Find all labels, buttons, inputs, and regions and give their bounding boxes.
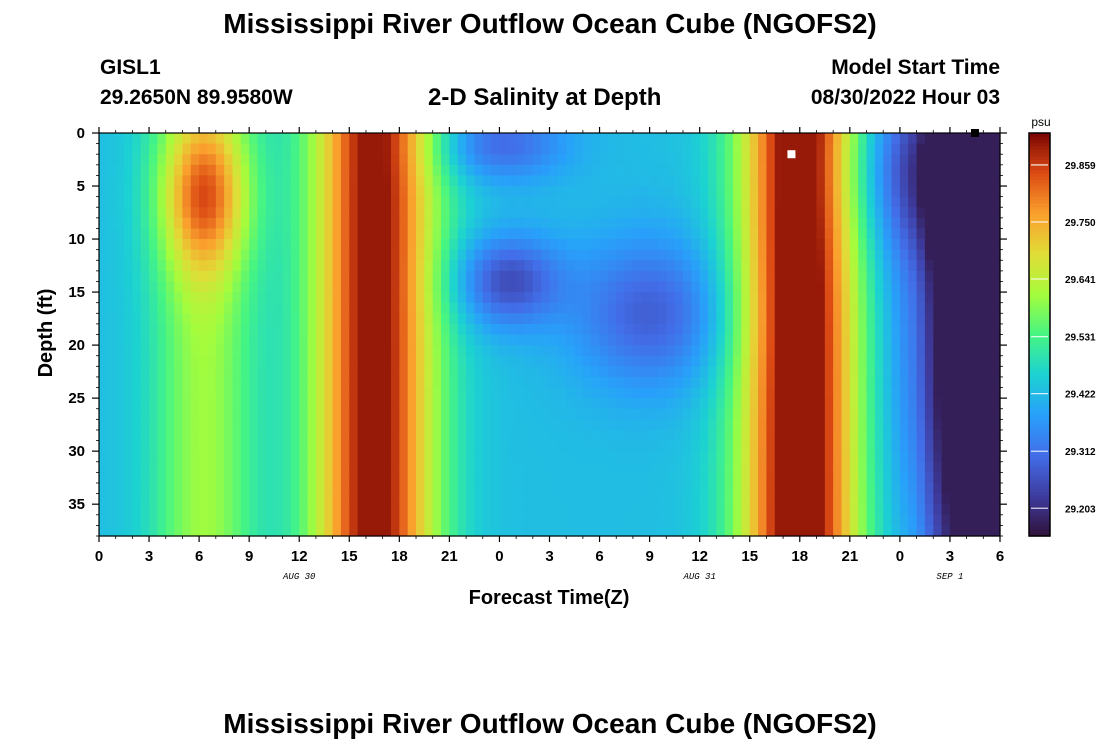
x-tick-label: 3 xyxy=(946,548,954,565)
model-start-label: Model Start Time xyxy=(831,56,1000,79)
x-tick-label: 6 xyxy=(195,548,203,565)
x-tick-label: 21 xyxy=(441,548,458,565)
x-tick-label: 6 xyxy=(996,548,1004,565)
model-start-value: 08/30/2022 Hour 03 xyxy=(810,86,1000,109)
y-tick-label: 5 xyxy=(77,178,85,195)
colorbar-tick-label: 29.859 xyxy=(1065,161,1096,172)
x-tick-label: 0 xyxy=(95,548,103,565)
x-tick-label: 9 xyxy=(645,548,653,565)
colorbar-tick-label: 29.531 xyxy=(1065,333,1096,344)
y-tick-label: 0 xyxy=(77,125,85,142)
x-tick-label: 15 xyxy=(741,548,758,565)
station-location: 29.2650N 89.9580W xyxy=(100,86,293,109)
colorbar-tick-label: 29.422 xyxy=(1065,390,1096,401)
colorbar-tick-label: 29.750 xyxy=(1065,218,1096,229)
chart-axes: 0 3 6 9 12 15 18 21 0 3 6 9 12 15 18 21 0 3 6 AUG 30 AUG 31 S… xyxy=(68,125,1007,582)
colorbar-unit: psu xyxy=(1031,115,1050,129)
x-tick-label: 12 xyxy=(291,548,308,565)
x-tick-label: 15 xyxy=(341,548,358,565)
chart-subtitle: 2-D Salinity at Depth xyxy=(428,84,662,111)
station-id: GISL1 xyxy=(100,56,161,79)
profile-marker xyxy=(787,150,796,159)
y-tick-label: 15 xyxy=(68,284,85,301)
x-tick-label: 12 xyxy=(691,548,708,565)
y-tick-label: 20 xyxy=(68,337,85,354)
x-tick-label: 3 xyxy=(545,548,553,565)
x-tick-label: 18 xyxy=(791,548,808,565)
main-title: Mississippi River Outflow Ocean Cube (NG… xyxy=(223,8,877,39)
date-label: AUG 30 xyxy=(282,572,316,582)
x-tick-label: 0 xyxy=(495,548,503,565)
colorbar: 29.859 29.750 29.641 29.531 29.422 29.312 29.2… xyxy=(1028,132,1096,537)
x-tick-label: 6 xyxy=(595,548,603,565)
x-tick-label: 0 xyxy=(896,548,904,565)
colorbar-frame xyxy=(1028,132,1051,537)
x-tick-label: 21 xyxy=(841,548,858,565)
colorbar-tick-label: 29.312 xyxy=(1065,447,1096,458)
x-tick-label: 18 xyxy=(391,548,408,565)
y-tick-label: 25 xyxy=(68,390,85,407)
colorbar-tick-label: 29.203 xyxy=(1065,504,1096,515)
y-axis-label: Depth (ft) xyxy=(35,289,57,378)
second-panel-title: Mississippi River Outflow Ocean Cube (NG… xyxy=(223,708,877,739)
y-tick-label: 10 xyxy=(68,231,85,248)
date-label: AUG 31 xyxy=(682,572,715,582)
heatmap-cells xyxy=(99,133,1001,537)
colorbar-tick-label: 29.641 xyxy=(1065,275,1096,286)
x-axis-label: Forecast Time(Z) xyxy=(469,587,630,609)
x-tick-label: 9 xyxy=(245,548,253,565)
date-label: SEP 1 xyxy=(936,572,963,582)
salinity-heatmap-chart: 0 3 6 9 12 15 18 21 0 3 6 9 12 15 18 21 0 3 6 AUG 30 AUG 31 S… xyxy=(35,115,1096,609)
y-tick-label: 35 xyxy=(68,496,85,513)
x-tick-label: 3 xyxy=(145,548,153,565)
y-tick-label: 30 xyxy=(68,443,85,460)
